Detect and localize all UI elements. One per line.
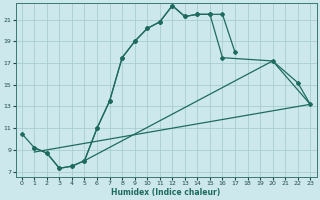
- X-axis label: Humidex (Indice chaleur): Humidex (Indice chaleur): [111, 188, 221, 197]
